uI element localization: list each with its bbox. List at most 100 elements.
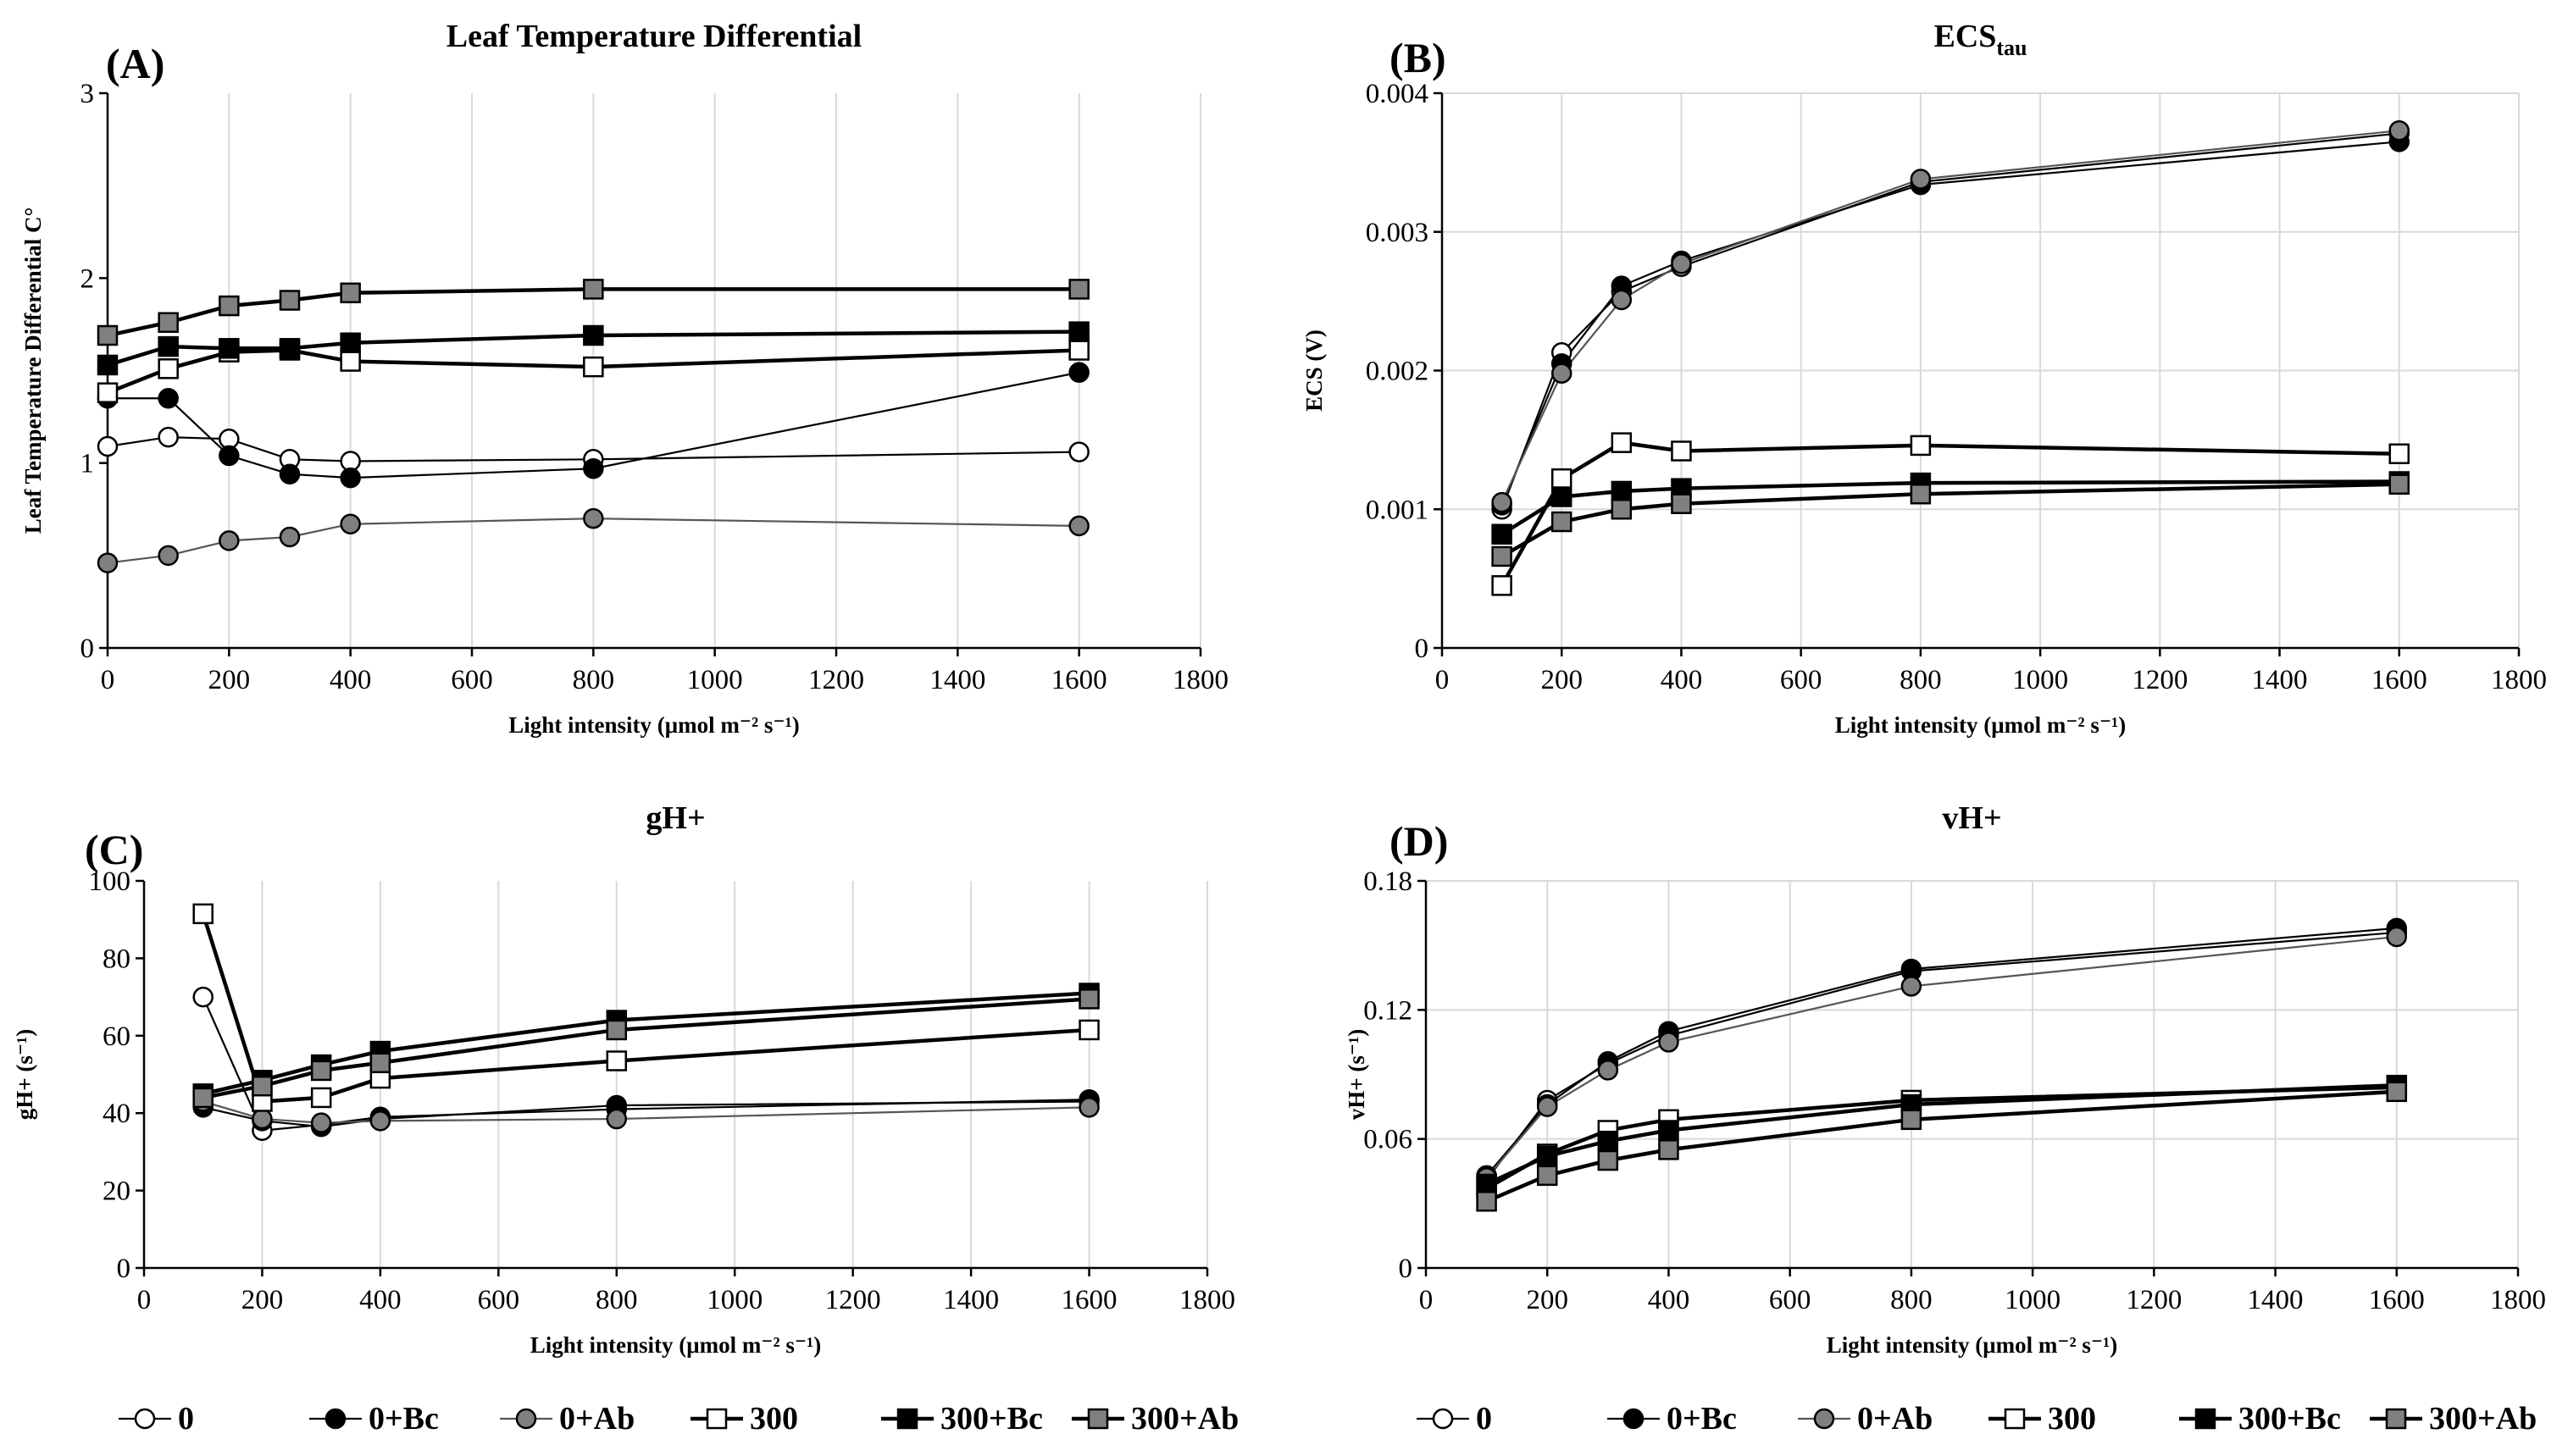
- legend-item-300-bc: 300+Bc: [881, 1401, 1043, 1437]
- y-tick-label: 0.004: [1366, 79, 1428, 109]
- y-axis-title: gH+ (s⁻¹): [12, 1029, 37, 1120]
- x-tick-label: 1000: [707, 1285, 763, 1315]
- data-point-0-ab: [219, 530, 240, 551]
- data-point-300-ab: [1550, 511, 1572, 533]
- x-tick-label: 600: [478, 1285, 520, 1315]
- data-point-0-ab: [1079, 1097, 1100, 1118]
- data-point-300-ab: [158, 312, 179, 333]
- x-tick-label: 400: [1661, 665, 1703, 695]
- chart-title-subscript: tau: [1996, 36, 2027, 60]
- data-point-300-bc: [1550, 486, 1572, 507]
- data-point-0-ab: [1491, 491, 1512, 513]
- x-tick-label: 1400: [943, 1285, 999, 1315]
- legend-marker: [2004, 1408, 2026, 1430]
- data-point-300-ab: [252, 1075, 273, 1097]
- legend-label: 0: [1476, 1401, 1492, 1437]
- y-tick-label: 0.12: [1363, 995, 1412, 1026]
- chart-title-main: ECS: [1933, 19, 1996, 54]
- legend-label: 0+Bc: [1667, 1401, 1737, 1437]
- legend-item-0-ab: 0+Ab: [500, 1401, 635, 1437]
- panel-b: 0 0.001 0.002 0.003 0.004 0 200 400 600 800 1000 12…: [1301, 19, 2547, 738]
- x-tick-label: 1800: [1179, 1285, 1235, 1315]
- series-line-0: [1485, 931, 2397, 1181]
- data-point-300: [1910, 435, 1932, 457]
- x-tick-label: 1200: [2126, 1285, 2182, 1315]
- data-point-300: [1611, 432, 1633, 453]
- x-tick-label: 600: [1769, 1285, 1811, 1315]
- data-point-300: [606, 1050, 628, 1071]
- data-point-0-ab: [340, 513, 361, 534]
- data-point-0: [97, 435, 119, 457]
- data-point-0-ab: [1910, 169, 1932, 190]
- legend-item-300: 300: [691, 1401, 798, 1437]
- data-point-300-ab: [583, 279, 604, 300]
- data-point-300: [1671, 440, 1692, 462]
- x-tick-label: 1600: [2371, 665, 2427, 695]
- data-point-0-ab: [158, 545, 179, 567]
- data-point-300: [192, 903, 214, 925]
- data-point-300: [1491, 575, 1512, 596]
- legend-marker: [1087, 1408, 1109, 1430]
- y-tick-label: 0.003: [1366, 218, 1428, 248]
- y-tick-label: 0: [1399, 1254, 1413, 1284]
- data-point-0-ab: [1536, 1096, 1558, 1117]
- legend-label: 300: [2048, 1401, 2096, 1437]
- x-tick-label: 800: [1890, 1285, 1933, 1315]
- data-point-0-ab: [583, 507, 604, 529]
- data-point-300-ab: [97, 324, 119, 346]
- legend-item-300: 300: [1988, 1401, 2096, 1437]
- x-tick-label: 1400: [2252, 665, 2308, 695]
- data-point-300-ab: [1910, 483, 1932, 505]
- data-point-0-bc: [219, 445, 240, 467]
- data-point-0-ab: [1658, 1032, 1679, 1053]
- data-point-300-bc: [1491, 523, 1512, 545]
- series-line-0-ab: [1485, 935, 2397, 1179]
- data-point-0-ab: [1597, 1060, 1619, 1081]
- data-point-0-ab: [2386, 926, 2408, 948]
- x-axis-title: Light intensity (μmol m⁻² s⁻¹): [530, 1332, 822, 1358]
- data-point-300-bc: [1611, 480, 1633, 502]
- legend-label: 300+Ab: [1131, 1401, 1239, 1437]
- legend-label: 0+Ab: [559, 1401, 635, 1437]
- data-point-300: [158, 358, 179, 379]
- series-line-300: [1500, 440, 2399, 587]
- legend-marker: [1813, 1408, 1835, 1430]
- x-tick-label: 0: [1435, 665, 1450, 695]
- data-point-0-ab: [1550, 363, 1572, 385]
- panel-letter: (C): [85, 826, 143, 873]
- x-tick-label: 1600: [2369, 1285, 2425, 1315]
- data-point-300-bc: [158, 335, 179, 357]
- data-point-300-ab: [340, 282, 361, 304]
- legend-item-300-bc: 300+Bc: [2179, 1401, 2341, 1437]
- x-tick-label: 1800: [2491, 665, 2547, 695]
- data-point-300: [97, 382, 119, 403]
- y-axis-title: ECS (V): [1301, 329, 1327, 412]
- series-line-0-bc: [1485, 927, 2397, 1176]
- y-tick-label: 0.18: [1363, 866, 1412, 897]
- panel-a: 0 1 2 3 0 200 400 600 800 1000 1200 1400 1600 1800 (A)…: [20, 19, 1229, 738]
- series-line-300-ab: [202, 997, 1090, 1100]
- x-tick-label: 1200: [825, 1285, 881, 1315]
- data-point-300-ab: [1536, 1165, 1558, 1187]
- series-line-300-ab: [1485, 1089, 2397, 1204]
- data-point-300-ab: [219, 295, 240, 317]
- legend-marker: [706, 1408, 728, 1430]
- x-axis-title: Light intensity (μmol m⁻² s⁻¹): [1827, 1332, 2118, 1358]
- y-tick-label: 1: [80, 449, 95, 479]
- legend-marker: [1432, 1408, 1454, 1430]
- data-point-300-ab: [1079, 988, 1100, 1010]
- data-point-300: [583, 356, 604, 378]
- legend-marker: [134, 1408, 156, 1430]
- data-point-300-ab: [1658, 1139, 1679, 1160]
- data-point-0-ab: [279, 526, 301, 548]
- data-point-300-ab: [310, 1060, 332, 1082]
- data-point-300: [1079, 1019, 1100, 1041]
- x-tick-label: 600: [451, 665, 493, 695]
- data-point-300-ab: [192, 1087, 214, 1109]
- x-tick-label: 1800: [2490, 1285, 2546, 1315]
- data-point-0-bc: [1068, 362, 1090, 383]
- legend-marker: [2385, 1408, 2407, 1430]
- data-point-300-bc: [1597, 1130, 1619, 1152]
- data-point-0-bc: [158, 388, 179, 409]
